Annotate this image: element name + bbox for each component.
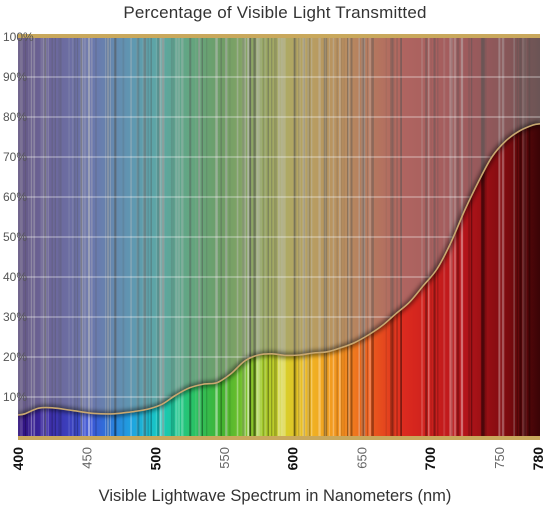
x-tick-label: 780 <box>530 447 546 471</box>
spectral-line <box>484 123 487 437</box>
spectral-line <box>443 123 446 437</box>
spectral-line <box>501 123 505 437</box>
y-tick-label: 100% <box>3 30 34 44</box>
x-tick-label: 750 <box>492 447 507 469</box>
y-tick-label: 80% <box>3 110 27 124</box>
x-tick-label: 700 <box>422 447 438 471</box>
spectral-line <box>470 123 473 437</box>
y-tick-label: 30% <box>3 310 27 324</box>
spectral-line <box>529 123 530 437</box>
spectral-line <box>433 123 436 437</box>
spectral-line <box>525 123 527 437</box>
y-tick-label: 40% <box>3 270 27 284</box>
y-tick-label: 10% <box>3 390 27 404</box>
spectral-line <box>482 123 485 437</box>
spectral-line <box>520 123 522 437</box>
y-tick-label: 70% <box>3 150 27 164</box>
chart-title: Percentage of Visible Light Transmitted <box>123 3 427 22</box>
spectral-line <box>449 123 452 437</box>
spectral-line <box>468 123 470 437</box>
spectral-line <box>454 123 457 437</box>
x-tick-label: 650 <box>354 447 369 469</box>
x-tick-label: 400 <box>10 447 26 471</box>
spectral-line <box>498 123 501 437</box>
y-tick-label: 60% <box>3 190 27 204</box>
transmission-curve <box>18 123 540 416</box>
x-axis-label: Visible Lightwave Spectrum in Nanometers… <box>98 487 452 505</box>
x-tick-label: 600 <box>285 447 301 471</box>
spectral-line <box>451 123 453 437</box>
spectral-line <box>480 123 484 437</box>
y-tick-label: 50% <box>3 230 27 244</box>
y-tick-label: 20% <box>3 350 27 364</box>
x-tick-label: 500 <box>147 447 163 471</box>
spectral-line <box>528 123 531 437</box>
bottom-border <box>18 436 540 440</box>
spectral-line <box>460 123 464 437</box>
x-axis-ticks: 400 450 500 550 600 650 700 750 780 <box>10 447 546 471</box>
spectral-line <box>522 123 525 437</box>
spectral-line <box>513 123 515 437</box>
spectral-line <box>456 123 460 437</box>
spectral-line <box>437 123 439 437</box>
top-border <box>18 34 540 38</box>
spectral-line <box>513 123 515 437</box>
y-tick-label: 90% <box>3 70 27 84</box>
x-tick-label: 450 <box>80 447 95 469</box>
spectral-line <box>481 123 484 437</box>
spectral-line <box>523 123 526 437</box>
y-axis-ticks: 10% 20% 30% 40% 50% 60% 70% 80% 90% 100% <box>3 30 34 404</box>
x-tick-label: 550 <box>217 447 232 469</box>
spectral-line <box>516 123 518 437</box>
spectral-line <box>450 123 454 437</box>
spectral-line <box>518 123 521 437</box>
